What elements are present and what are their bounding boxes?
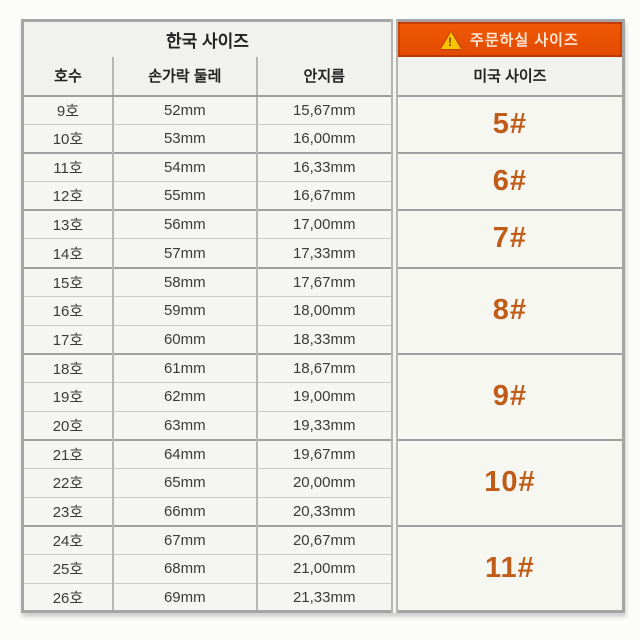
korea-size-cell: 25호 (22, 554, 113, 584)
diameter-cell: 21,00mm (255, 554, 395, 584)
circumference-cell: 57mm (111, 238, 257, 268)
column-header-diameter: 안지름 (255, 56, 395, 97)
circumference-cell: 59mm (111, 295, 257, 325)
table-row: 23호 66mm 20,33mm (22, 496, 624, 526)
korea-size-cell: 18호 (22, 352, 113, 383)
korea-size-cell: 15호 (22, 266, 113, 297)
circumference-cell: 53mm (111, 123, 257, 153)
ring-size-chart: 한국 사이즈 주문하실 사이즈 호수 손가락 둘레 안지름 미국 사이즈 9호 … (21, 19, 625, 614)
column-header-us-size: 미국 사이즈 (390, 56, 624, 97)
circumference-cell: 63mm (111, 410, 257, 440)
diameter-cell: 17,67mm (255, 266, 395, 297)
size-conversion-table: 한국 사이즈 주문하실 사이즈 호수 손가락 둘레 안지름 미국 사이즈 9호 … (21, 19, 625, 614)
circumference-cell: 60mm (111, 324, 257, 354)
circumference-cell: 58mm (111, 266, 257, 297)
table-row: 24호 67mm 20,67mm 11# (22, 524, 624, 612)
us-size-cell: 7# (390, 209, 624, 268)
us-size-cell: 6# (390, 151, 624, 211)
table-row: 12호 55mm 16,67mm (22, 181, 624, 211)
table-row: 10호 53mm 16,00mm (22, 123, 624, 153)
korea-size-cell: 20호 (22, 410, 113, 440)
diameter-cell: 19,00mm (255, 381, 395, 412)
diameter-cell: 16,67mm (255, 181, 395, 211)
us-size-cell: 8# (390, 266, 624, 354)
korea-size-cell: 26호 (22, 582, 113, 612)
korea-size-cell: 23호 (22, 496, 113, 526)
diameter-cell: 17,33mm (255, 238, 395, 268)
table-row: 19호 62mm 19,00mm (22, 381, 624, 412)
korea-size-cell: 12호 (22, 181, 113, 211)
diameter-cell: 19,33mm (255, 410, 395, 440)
diameter-cell: 20,33mm (255, 496, 395, 526)
us-size-cell: 5# (390, 94, 624, 153)
korea-size-cell: 24호 (22, 524, 113, 555)
diameter-cell: 17,00mm (255, 209, 395, 239)
us-size-cell: 10# (390, 438, 624, 526)
korea-size-group-header: 한국 사이즈 (22, 20, 395, 57)
diameter-cell: 20,00mm (255, 467, 395, 498)
circumference-cell: 65mm (111, 467, 257, 498)
korea-size-cell: 9호 (22, 94, 113, 125)
column-header-circumference: 손가락 둘레 (111, 56, 257, 97)
circumference-cell: 55mm (111, 181, 257, 211)
diameter-cell: 18,67mm (255, 352, 395, 383)
diameter-cell: 19,67mm (255, 438, 395, 469)
table-row: 25호 68mm 21,00mm (22, 554, 624, 584)
diameter-cell: 15,67mm (255, 94, 395, 125)
circumference-cell: 62mm (111, 381, 257, 412)
diameter-cell: 21,33mm (255, 582, 395, 612)
table-row: 18호 61mm 18,67mm 9# (22, 352, 624, 440)
table-row: 21호 64mm 19,67mm 10# (22, 438, 624, 526)
circumference-cell: 54mm (111, 151, 257, 182)
korea-size-cell: 16호 (22, 295, 113, 325)
diameter-cell: 20,67mm (255, 524, 395, 555)
circumference-cell: 68mm (111, 554, 257, 584)
korea-size-cell: 17호 (22, 324, 113, 354)
table-row: 22호 65mm 20,00mm (22, 467, 624, 498)
table-row: 26호 69mm 21,33mm (22, 582, 624, 612)
diameter-cell: 16,00mm (255, 123, 395, 153)
diameter-cell: 18,33mm (255, 324, 395, 354)
table-row: 16호 59mm 18,00mm (22, 295, 624, 325)
circumference-cell: 56mm (111, 209, 257, 239)
diameter-cell: 18,00mm (255, 295, 395, 325)
us-size-cell: 11# (390, 524, 624, 612)
circumference-cell: 67mm (111, 524, 257, 555)
table-row: 15호 58mm 17,67mm 8# (22, 266, 624, 354)
diameter-cell: 16,33mm (255, 151, 395, 182)
table-row: 14호 57mm 17,33mm (22, 238, 624, 268)
group-header-row: 한국 사이즈 주문하실 사이즈 (22, 20, 624, 57)
korea-size-cell: 11호 (22, 151, 113, 182)
korea-size-cell: 13호 (22, 209, 113, 239)
korea-size-cell: 22호 (22, 467, 113, 498)
circumference-cell: 52mm (111, 94, 257, 125)
korea-size-cell: 21호 (22, 438, 113, 469)
circumference-cell: 64mm (111, 438, 257, 469)
circumference-cell: 69mm (111, 582, 257, 612)
table-row: 9호 52mm 15,67mm 5# (22, 94, 624, 153)
table-row: 13호 56mm 17,00mm 7# (22, 209, 624, 268)
circumference-cell: 66mm (111, 496, 257, 526)
column-header-row: 호수 손가락 둘레 안지름 미국 사이즈 (22, 56, 624, 97)
order-size-banner: 주문하실 사이즈 (390, 20, 624, 57)
table-row: 11호 54mm 16,33mm 6# (22, 151, 624, 211)
table-row: 17호 60mm 18,33mm (22, 324, 624, 354)
circumference-cell: 61mm (111, 352, 257, 383)
order-size-banner-label: 주문하실 사이즈 (470, 31, 579, 49)
table-row: 20호 63mm 19,33mm (22, 410, 624, 440)
us-size-cell: 9# (390, 352, 624, 440)
warning-triangle-icon (441, 31, 462, 49)
column-header-number: 호수 (22, 56, 113, 97)
korea-size-cell: 10호 (22, 123, 113, 153)
korea-size-cell: 19호 (22, 381, 113, 412)
korea-size-cell: 14호 (22, 238, 113, 268)
